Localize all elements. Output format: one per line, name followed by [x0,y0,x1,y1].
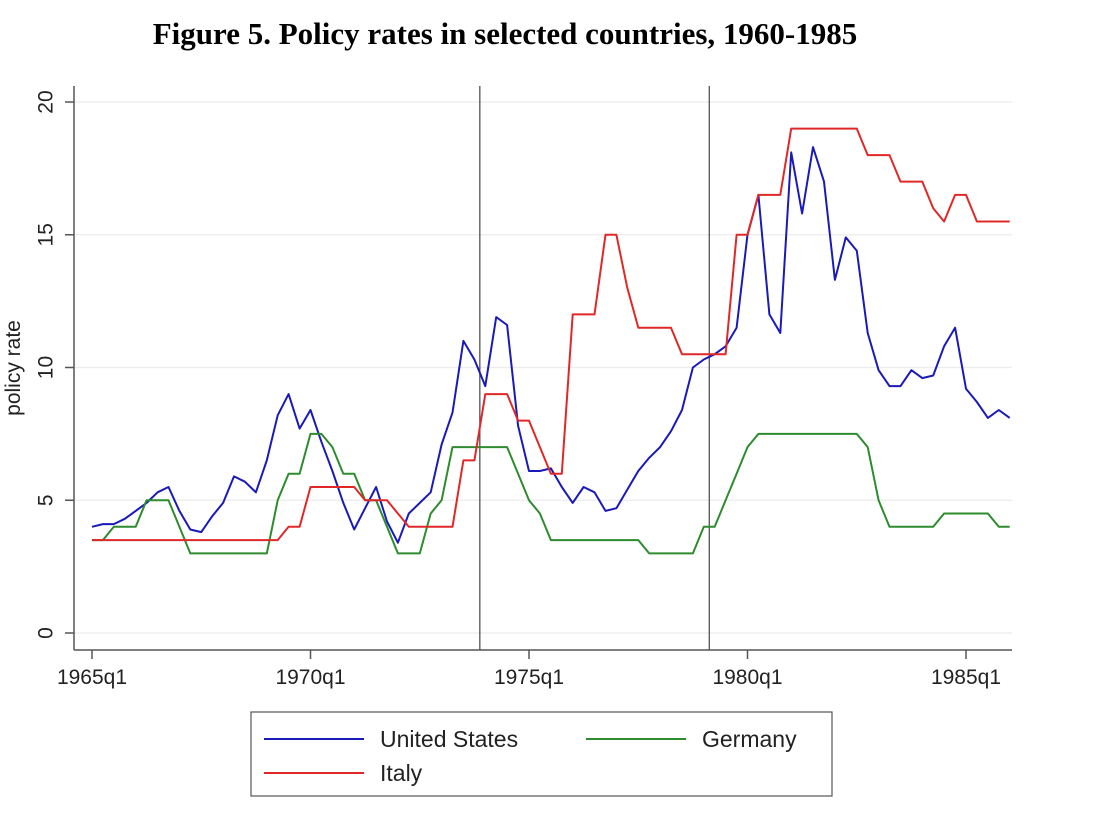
x-tick-label-1975q1: 1975q1 [494,666,564,689]
y-tick-label-5: 5 [35,494,58,506]
y-tick-label-10: 10 [35,356,58,379]
y-tick-label-0: 0 [35,627,58,639]
y-axis-title: policy rate [2,320,25,416]
legend-label-united-states: United States [380,726,518,752]
reference-lines [479,86,710,650]
x-tick-label-1980q1: 1980q1 [712,666,782,689]
legend-label-germany: Germany [702,726,797,752]
y-tick-label-20: 20 [35,90,58,113]
gridlines [74,101,1012,634]
series-lines [91,127,1011,555]
y-ticks: 0 5 10 15 20 [35,90,74,639]
x-tick-label-1970q1: 1970q1 [275,666,345,689]
x-tick-label-1985q1: 1985q1 [931,666,1001,689]
series-line-united-states [91,146,1011,544]
legend-label-italy: Italy [380,760,423,786]
legend-box [250,711,833,797]
chart-title: Figure 5. Policy rates in selected count… [152,16,858,51]
series-line-italy [92,127,1010,542]
x-ticks: 1965q1 1970q1 1975q1 1980q1 1985q1 [57,650,1001,689]
y-tick-label-15: 15 [35,223,58,246]
series-line-germany [92,432,1010,555]
legend: United States Germany Italy [250,711,833,797]
x-tick-label-1965q1: 1965q1 [57,666,127,689]
